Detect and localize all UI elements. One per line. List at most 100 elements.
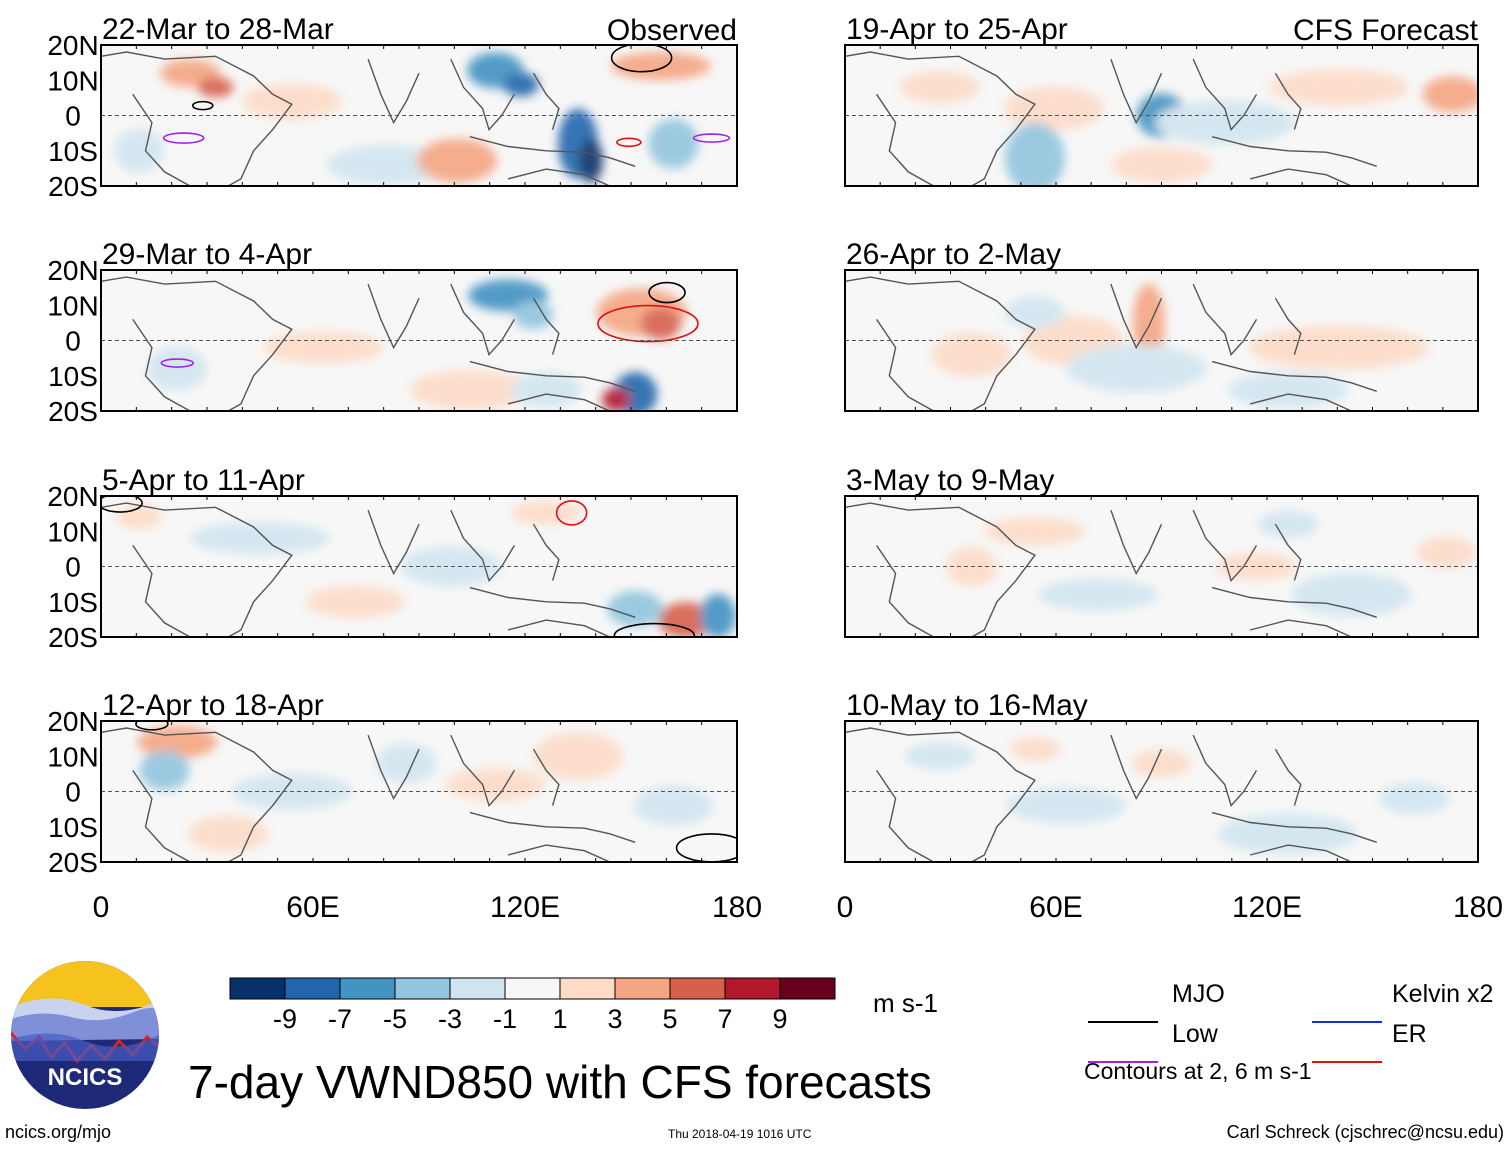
anomaly-blob xyxy=(1379,782,1450,815)
contour xyxy=(160,358,195,368)
anomaly-blob xyxy=(658,602,715,637)
coastline xyxy=(450,58,516,131)
anomaly-blob xyxy=(513,301,554,330)
coastline xyxy=(876,93,934,186)
ticks xyxy=(100,496,738,637)
wave-contours xyxy=(162,45,731,148)
lat-tick-label: 0 xyxy=(65,101,81,132)
coastline xyxy=(450,283,515,356)
anomaly-blob xyxy=(984,517,1085,546)
lat-tick-label: 20S xyxy=(48,171,98,202)
anomaly-blob xyxy=(1003,86,1104,131)
lat-tick-label: 10N xyxy=(47,290,98,321)
colorbar-tick-label: -9 xyxy=(273,1004,297,1034)
anomaly-blob xyxy=(1258,510,1319,539)
coastlines xyxy=(101,502,636,637)
lat-tick-label: 20S xyxy=(48,396,98,427)
coastline xyxy=(367,283,420,350)
coastline xyxy=(532,297,560,355)
coastline xyxy=(1192,283,1258,356)
contour xyxy=(692,133,731,143)
lat-tick-label: 10S xyxy=(48,587,98,618)
lon-tick-label: 120E xyxy=(1232,891,1302,924)
anomaly-blob xyxy=(1111,146,1212,183)
lat-tick-label: 0 xyxy=(65,552,81,583)
anomaly-blob xyxy=(931,332,1012,377)
coastline xyxy=(1211,586,1377,618)
coastline xyxy=(469,586,636,618)
panel-period-label: 26-Apr to 2-May xyxy=(846,238,1061,271)
coastline xyxy=(450,734,515,807)
anomaly-blob xyxy=(263,331,384,364)
coastlines xyxy=(845,502,1377,637)
coastline xyxy=(1110,58,1163,125)
coastline xyxy=(450,509,515,582)
coastline xyxy=(1274,748,1302,806)
contour xyxy=(610,45,673,73)
ncics-logo: NCICS xyxy=(11,961,159,1109)
contour xyxy=(597,304,699,343)
anomaly-field xyxy=(931,283,1429,408)
panel-period-label: 10-May to 16-May xyxy=(846,689,1088,722)
anomaly-blob xyxy=(699,593,736,637)
colorbar-tick-label: 9 xyxy=(772,1004,787,1034)
lat-tick-label: 10N xyxy=(47,65,98,96)
anomaly-blob xyxy=(1422,76,1478,113)
lon-tick-label: 180 xyxy=(712,891,762,924)
source-link[interactable]: ncics.org/mjo xyxy=(5,1122,112,1142)
anomaly-blob xyxy=(607,590,664,627)
panel-period-label: 22-Mar to 28-Mar xyxy=(102,13,334,46)
contour xyxy=(101,496,143,513)
ticks xyxy=(844,270,1479,411)
panel-1: 22-Mar to 28-Mar Observed 20N 10N 0 10S 20S xyxy=(47,13,738,202)
unit-label: m s-1 xyxy=(873,988,938,1018)
wave-contours xyxy=(160,281,699,368)
anomaly-blob xyxy=(1004,296,1065,329)
coastline xyxy=(469,136,636,167)
coastline xyxy=(507,844,611,862)
coastline xyxy=(507,393,611,411)
anomaly-blob xyxy=(1416,536,1477,569)
ticks xyxy=(844,721,1479,862)
anomaly-blob xyxy=(305,585,406,618)
column-label-forecast: CFS Forecast xyxy=(1293,14,1479,47)
coastline xyxy=(845,502,1036,637)
anomaly-blob xyxy=(241,83,342,120)
anomaly-blob xyxy=(533,732,623,781)
coastline xyxy=(507,619,611,637)
colorbar-tick-label: -5 xyxy=(383,1004,407,1034)
logo-text: NCICS xyxy=(48,1064,123,1091)
anomaly-blob xyxy=(633,785,714,826)
contour xyxy=(616,137,642,148)
lat-tick-label: 10N xyxy=(47,741,98,772)
colorbar: -9 -7 -5 -3 -1 1 3 5 7 9 xyxy=(229,977,836,1034)
colorbar-tick-label: 5 xyxy=(662,1004,677,1034)
colorbar-swatch xyxy=(394,977,451,1000)
coastline xyxy=(132,93,191,186)
panel-5: 19-Apr to 25-Apr CFS Forecast xyxy=(844,13,1479,187)
legend-mjo-line xyxy=(1088,1021,1158,1023)
lat-tick-label: 0 xyxy=(65,777,81,808)
anomaly-blob xyxy=(114,128,165,173)
anomaly-blob xyxy=(139,750,190,791)
wave-contours xyxy=(101,496,696,637)
anomaly-blob xyxy=(1216,552,1297,581)
coastline xyxy=(1249,168,1352,186)
coastline xyxy=(132,770,191,862)
lat-tick-label: 20S xyxy=(48,847,98,878)
coastlines xyxy=(845,276,1377,411)
anomaly-blob xyxy=(648,118,699,169)
lat-tick-label: 0 xyxy=(65,326,81,357)
coastline xyxy=(1249,619,1352,637)
ticks xyxy=(100,45,738,186)
anomaly-blob xyxy=(1228,371,1349,408)
anomaly-field xyxy=(899,69,1478,186)
lon-tick-label: 0 xyxy=(93,891,110,924)
colorbar-tick-label: -7 xyxy=(328,1004,352,1034)
colorbar-swatch xyxy=(724,977,781,1000)
anomaly-blob xyxy=(400,546,501,587)
panel-period-label: 5-Apr to 11-Apr xyxy=(102,464,305,497)
colorbar-tick-label: -1 xyxy=(493,1004,517,1034)
